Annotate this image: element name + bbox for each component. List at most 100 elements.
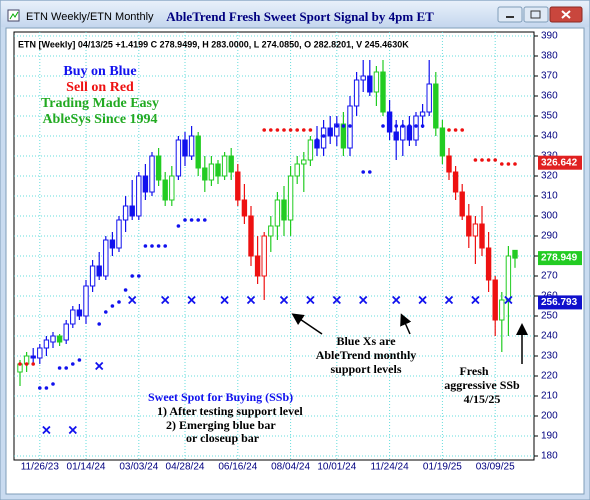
candle-body <box>56 335 63 343</box>
candle-body <box>221 155 228 177</box>
candle-body <box>83 285 89 317</box>
candle-body <box>116 219 122 249</box>
candle-body <box>122 205 129 221</box>
support-dots <box>51 382 55 386</box>
support-dots <box>38 386 42 390</box>
support-dots <box>381 124 385 128</box>
support-dots <box>110 304 115 308</box>
window-title: ETN Weekly/ETN Monthly <box>26 11 154 23</box>
y-tick-label: 340 <box>541 131 558 142</box>
x-tick-label: 01/19/25 <box>423 462 462 473</box>
support-dots <box>130 274 134 278</box>
y-tick-label: 380 <box>541 51 558 62</box>
annotation: Sweet Spot for Buying (SSb) <box>148 390 293 404</box>
candle-body <box>50 335 56 343</box>
monthly-support-x <box>161 295 170 305</box>
monthly-support-x <box>279 295 289 305</box>
annotation: aggressive SSb <box>444 378 520 392</box>
support-dots <box>137 274 141 278</box>
candle-body <box>37 347 43 359</box>
resistance-dots <box>262 128 267 132</box>
price-tag-label: 256.793 <box>541 297 578 308</box>
support-dots <box>176 224 181 228</box>
y-tick-label: 180 <box>541 451 558 462</box>
resistance-dots <box>308 128 313 132</box>
candle-body <box>215 163 221 177</box>
candle-body <box>340 123 347 149</box>
candle-body <box>452 171 459 193</box>
monthly-support-x <box>392 295 401 305</box>
x-tick-label: 08/04/24 <box>271 462 310 473</box>
support-dots <box>143 244 148 248</box>
monthly-support-x <box>220 295 229 305</box>
annotation: AbleSys Since 1994 <box>42 112 157 127</box>
candle-body <box>406 125 413 141</box>
candle-body <box>175 139 182 177</box>
support-dots <box>328 130 333 134</box>
maximize-button[interactable] <box>523 6 549 23</box>
candle-body <box>70 309 76 325</box>
candle-body <box>195 135 201 169</box>
candle-body <box>499 299 505 321</box>
x-tick-label: 06/16/24 <box>218 462 257 473</box>
info-line: ETN [Weekly] 04/13/25 +1.4199 C 278.9499… <box>18 39 409 49</box>
monthly-support-x <box>128 295 137 305</box>
resistance-dots <box>282 128 286 132</box>
chart-title: AbleTrend Fresh Sweet Sport Signal by 4p… <box>166 9 434 24</box>
monthly-support-x <box>246 295 256 305</box>
resistance-dots <box>460 128 465 132</box>
y-tick-label: 360 <box>541 91 558 102</box>
candle-body <box>182 139 188 157</box>
close-glyph <box>561 10 571 19</box>
candle-body <box>492 279 498 321</box>
monthly-support-x <box>95 361 104 371</box>
y-tick-label: 270 <box>541 271 558 282</box>
support-dots <box>150 244 154 248</box>
candle-body <box>129 205 135 217</box>
candle-body <box>155 155 162 181</box>
resistance-dots <box>295 128 300 132</box>
price-tag-label: 326.642 <box>541 157 578 168</box>
y-tick-label: 200 <box>541 411 558 422</box>
candle-body <box>367 75 373 93</box>
candle-body <box>208 163 215 181</box>
support-dots <box>361 170 366 174</box>
minimize-button[interactable] <box>497 6 523 23</box>
candle-body <box>202 167 208 181</box>
y-tick-label: 190 <box>541 431 558 442</box>
candle-body <box>136 175 142 217</box>
monthly-support-x <box>418 295 427 305</box>
marks: 326.642 278.949 256.793 <box>17 60 582 435</box>
resistance-dots <box>493 158 498 162</box>
candle-body <box>142 175 149 193</box>
candle-body <box>241 199 248 217</box>
annotation: or closeup bar <box>186 431 260 445</box>
y-tick-label: 240 <box>541 331 558 342</box>
resistance-dots <box>480 158 484 162</box>
y-tick-label: 310 <box>541 191 558 202</box>
candle-body <box>248 215 254 257</box>
monthly-support-x <box>332 295 341 305</box>
candle-body <box>30 355 36 359</box>
monthly-support-x <box>68 425 77 435</box>
app-icon-glyph <box>9 11 19 20</box>
x-tick-label: 11/24/24 <box>371 462 410 473</box>
y-tick-label: 320 <box>541 171 558 182</box>
arrows <box>291 313 528 364</box>
candle-body <box>274 199 281 227</box>
monthly-support-x <box>471 295 480 305</box>
support-dots <box>335 124 339 128</box>
candle-body <box>320 127 327 149</box>
y-tick-label: 350 <box>541 111 558 122</box>
arrow <box>291 313 323 335</box>
y-tick-label: 250 <box>541 311 558 322</box>
support-dots <box>196 218 200 222</box>
resistance-dots <box>288 128 293 132</box>
support-dots <box>117 300 121 304</box>
candle-body <box>261 235 267 277</box>
monthly-support-x <box>504 295 513 305</box>
price-tag-label: 278.949 <box>541 253 578 264</box>
y-tick-label: 300 <box>541 211 558 222</box>
annotation: Fresh <box>459 364 488 378</box>
annotation: support levels <box>330 362 401 376</box>
